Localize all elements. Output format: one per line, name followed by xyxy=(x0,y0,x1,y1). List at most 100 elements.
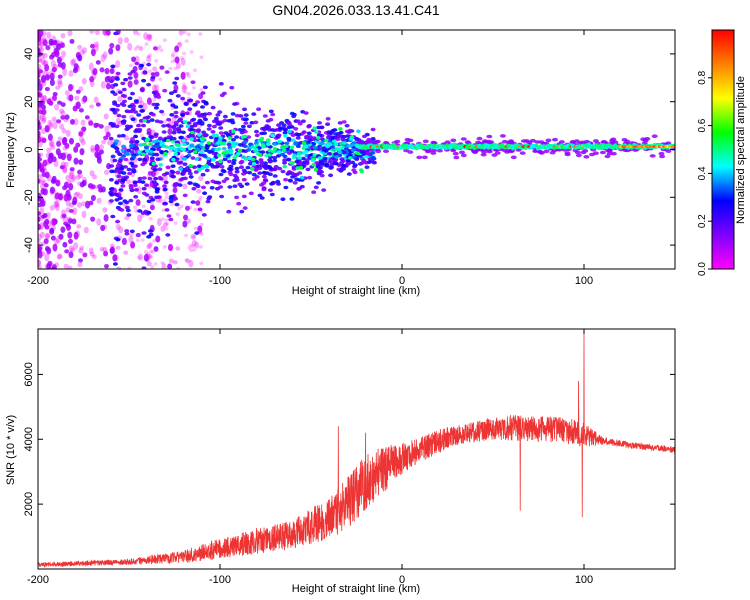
spectrogram-cell xyxy=(248,191,254,196)
spectrogram-cell xyxy=(114,198,120,202)
spectrogram-cell xyxy=(41,137,47,142)
spectrogram-cell xyxy=(38,69,42,76)
spectrogram-cell xyxy=(62,68,68,77)
spectrogram-cell xyxy=(198,93,204,100)
spectrogram-cell xyxy=(99,67,105,73)
spectrogram-cell xyxy=(95,102,101,107)
spectrogram-cell xyxy=(160,225,166,232)
spectrogram-cell xyxy=(186,74,191,78)
spectrogram-cell xyxy=(103,113,109,120)
spectrogram-cell xyxy=(48,97,53,104)
spectrogram-cell xyxy=(231,129,236,133)
spectrogram-cell xyxy=(672,145,675,148)
spectrogram-cell xyxy=(290,133,296,137)
spectrogram-cell xyxy=(38,83,43,91)
spectrogram-cell xyxy=(431,141,438,145)
spectrogram-cell xyxy=(231,161,237,165)
spectrogram-y-tick-label: 40 xyxy=(23,48,35,60)
spectrogram-cell xyxy=(81,201,87,207)
spectrogram-cell xyxy=(206,159,212,164)
spectrogram-cell xyxy=(93,96,99,104)
spectrogram-cell xyxy=(47,119,53,128)
spectrogram-cell xyxy=(221,146,227,151)
spectrogram-cell xyxy=(293,141,299,146)
spectrogram-cell xyxy=(68,94,74,102)
spectrogram-cell xyxy=(141,231,147,235)
spectrogram-cell xyxy=(107,139,113,146)
spectrogram-cell xyxy=(289,197,295,201)
spectrogram-cell xyxy=(303,111,309,115)
spectrogram-cell xyxy=(370,127,376,132)
spectrogram-cell xyxy=(120,93,126,98)
spectrogram-cell xyxy=(177,42,182,46)
spectrogram-cell xyxy=(569,140,576,144)
spectrogram-cell xyxy=(286,125,292,130)
spectrogram-cell xyxy=(68,238,73,244)
spectrogram-cell xyxy=(190,200,196,204)
spectrogram-cell xyxy=(38,130,41,138)
spectrogram-cell xyxy=(282,158,288,162)
spectrogram-cell xyxy=(171,157,176,162)
spectrogram-cell xyxy=(125,208,131,213)
spectrogram-cell xyxy=(243,157,249,161)
spectrogram-cell xyxy=(192,122,198,126)
spectrogram-cell xyxy=(62,241,68,248)
spectrogram-cell xyxy=(184,258,189,262)
spectrogram-cell xyxy=(167,128,173,135)
spectrogram-cell xyxy=(114,124,120,129)
spectrogram-cell xyxy=(153,132,159,137)
spectrogram-cell xyxy=(216,147,222,151)
spectrogram-cell xyxy=(319,141,325,146)
spectrogram-cell xyxy=(325,117,331,121)
spectrogram-x-tick-label: -100 xyxy=(209,275,231,287)
spectrogram-cell xyxy=(259,136,265,141)
spectrogram-cell xyxy=(116,25,121,29)
spectrogram-cell xyxy=(279,121,285,125)
spectrogram-cell xyxy=(173,84,179,92)
spectrogram-cell xyxy=(182,157,188,161)
spectrogram-cell xyxy=(194,231,200,235)
spectrogram-cell xyxy=(173,196,178,201)
spectrogram-cell xyxy=(216,181,222,185)
snr-y-tick-label: 6000 xyxy=(23,362,35,386)
spectrogram-cell xyxy=(186,98,192,103)
spectrogram-cell xyxy=(258,158,264,162)
spectrogram-y-axis: -40 -20 0 20 40 xyxy=(23,48,675,253)
spectrogram-cell xyxy=(310,158,316,163)
spectrogram-cell xyxy=(133,99,139,103)
spectrogram-cell xyxy=(583,155,590,159)
spectrogram-cell xyxy=(90,147,96,153)
spectrogram-cell xyxy=(80,119,86,126)
spectrogram-cell xyxy=(127,96,133,101)
spectrogram-cell xyxy=(171,52,175,56)
spectrogram-cell xyxy=(292,181,298,185)
spectrogram-cell xyxy=(295,144,301,149)
spectrogram-cell xyxy=(61,50,67,58)
spectrogram-cell xyxy=(166,214,172,218)
spectrogram-cell xyxy=(238,114,244,118)
spectrogram-cell xyxy=(197,167,202,172)
spectrogram-cell xyxy=(269,192,275,197)
spectrogram-cell xyxy=(215,113,221,117)
spectrogram-cell xyxy=(311,190,317,194)
spectrogram-cell xyxy=(168,199,174,204)
spectrogram-cell xyxy=(122,99,127,104)
spectrogram-cell xyxy=(60,152,66,161)
spectrogram-cell xyxy=(137,176,143,181)
spectrogram-cell xyxy=(38,100,43,108)
spectrogram-cell xyxy=(146,199,152,204)
spectrogram-cell xyxy=(329,165,334,169)
spectrogram-cell xyxy=(62,146,68,151)
spectrogram-cell xyxy=(341,120,347,124)
spectrogram-cell xyxy=(103,30,109,36)
spectrogram-cell xyxy=(109,164,115,168)
spectrogram-cell xyxy=(665,149,672,153)
spectrogram-cell xyxy=(42,159,48,167)
spectrogram-cell xyxy=(38,215,44,221)
spectrogram-cell xyxy=(110,154,116,159)
spectrogram-cell xyxy=(189,243,193,248)
spectrogram-cell xyxy=(110,214,116,219)
spectrogram-cell xyxy=(280,197,286,201)
spectrogram-cell xyxy=(163,221,168,228)
